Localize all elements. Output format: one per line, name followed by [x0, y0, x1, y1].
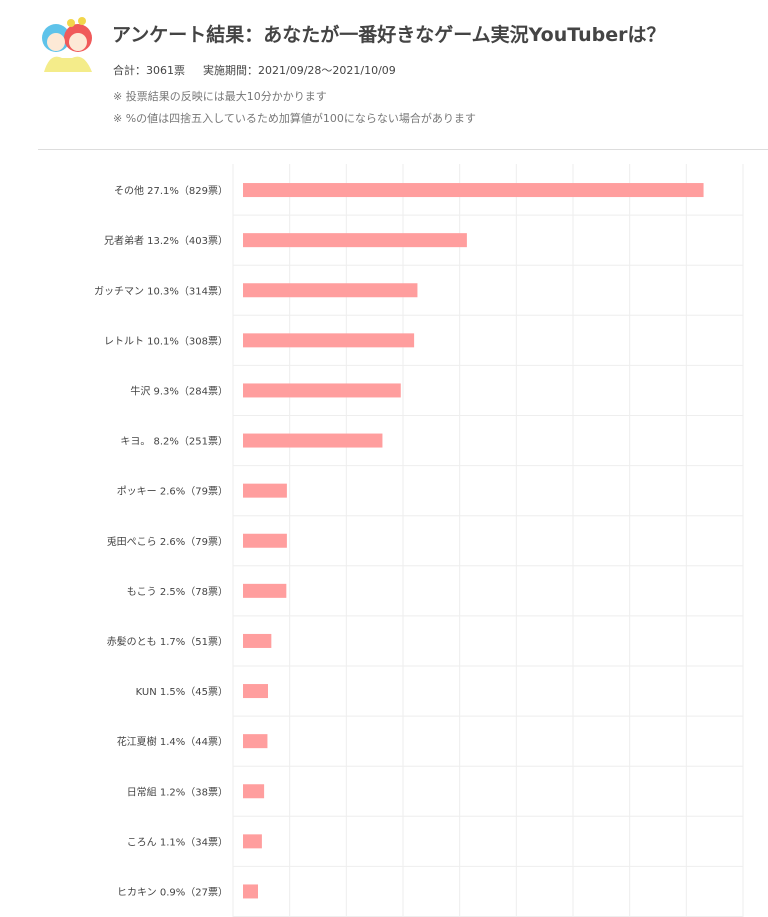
bar-chart: その他 27.1%（829票） 兄者弟者 13.2%（403票） ガッチマン 10.… — [94, 164, 744, 917]
bar — [243, 283, 418, 298]
total-votes: 合計：3061票 — [113, 64, 185, 77]
category-label: ガッチマン 10.3%（314票） — [94, 285, 228, 297]
category-label: レトルト 10.1%（308票） — [104, 335, 228, 347]
mascot-avatar-icon — [42, 17, 92, 72]
category-label: 牛沢 9.3%（284票） — [130, 384, 228, 397]
bar — [243, 233, 467, 248]
poll-meta: 合計：3061票 実施期間：2021/09/28〜2021/10/09 — [113, 62, 396, 78]
page-title: アンケート結果：あなたが一番好きなゲーム実況YouTuberは？ — [112, 24, 666, 46]
bar — [243, 583, 287, 598]
category-label: その他 27.1%（829票） — [114, 184, 228, 197]
note-reflection-delay: ※ 投票結果の反映には最大10分かかります — [113, 90, 327, 103]
bar — [243, 333, 415, 348]
category-label: 日常組 1.2%（38票） — [127, 785, 228, 798]
category-label: ポッキー 2.6%（79票） — [117, 486, 228, 498]
grid-lines — [232, 164, 744, 917]
bar — [243, 183, 704, 198]
category-labels: その他 27.1%（829票） 兄者弟者 13.2%（403票） ガッチマン 10.… — [94, 184, 228, 898]
bars — [243, 183, 704, 899]
bar — [243, 834, 262, 849]
bar — [243, 433, 383, 448]
survey-period: 実施期間：2021/09/28〜2021/10/09 — [203, 64, 396, 77]
bar — [243, 784, 265, 799]
bar — [243, 633, 272, 648]
poll-header: アンケート結果：あなたが一番好きなゲーム実況YouTuberは？ 合計：3061… — [0, 0, 768, 150]
category-label: ヒカキン 0.9%（27票） — [117, 886, 228, 898]
category-label: 兎田ぺこら 2.6%（79票） — [107, 536, 228, 548]
bar — [243, 684, 268, 699]
category-label: もこう 2.5%（78票） — [127, 586, 228, 598]
category-label: ころん 1.1%（34票） — [127, 836, 228, 848]
bar — [243, 734, 268, 749]
bar — [243, 884, 258, 899]
bar — [243, 483, 287, 498]
category-label: 兄者弟者 13.2%（403票） — [104, 235, 228, 247]
bar — [243, 533, 287, 548]
category-label: 花江夏樹 1.4%（44票） — [117, 735, 228, 748]
category-label: キヨ。 8.2%（251票） — [120, 436, 228, 448]
divider — [38, 149, 768, 150]
category-label: 赤髪のとも 1.7%（51票） — [107, 636, 228, 648]
category-label: KUN 1.5%（45票） — [136, 686, 228, 698]
note-rounding: ※ %の値は四捨五入しているため加算値が100にならない場合があります — [113, 112, 476, 125]
bar — [243, 383, 401, 398]
